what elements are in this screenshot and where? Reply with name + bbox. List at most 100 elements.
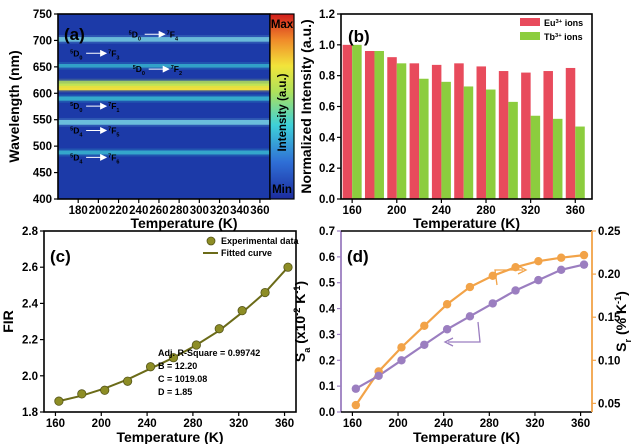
x-tick-label: 200 xyxy=(89,205,108,217)
x-tick-label: 200 xyxy=(92,418,111,430)
transition-label-end-part: 3 xyxy=(116,55,119,61)
sa-point xyxy=(511,286,520,295)
legend-label-tb: Tb3+ ions xyxy=(544,32,583,42)
fit-stat: B = 12.20 xyxy=(158,361,197,371)
sr-line xyxy=(354,254,585,406)
panel-c: 1.8 2.0 2.2 2.4 2.6 2.8 160 200 240 280 320 360 Temp… xyxy=(0,226,300,444)
legend-label-eu-part: ions xyxy=(562,18,583,28)
y-axis-label: Wavelength (nm) xyxy=(6,50,22,162)
transition-label-end-part: F xyxy=(111,48,116,58)
emission-band xyxy=(58,150,270,155)
y-tick-label: 2.0 xyxy=(22,371,38,383)
sa-indicator-arrow xyxy=(448,321,481,343)
panel-label: (c) xyxy=(50,247,71,266)
bar-tb xyxy=(486,89,496,199)
emission-band-glow xyxy=(58,94,270,103)
x-tick-label: 360 xyxy=(566,205,585,217)
transition-label-start-part: D xyxy=(132,29,138,39)
panel-label: (b) xyxy=(348,27,370,46)
transition-label-start-part: 5 xyxy=(70,49,73,55)
sa-point xyxy=(374,371,383,380)
x-tick-label: 220 xyxy=(109,205,128,217)
y-tick-label: 400 xyxy=(33,194,52,206)
y-tick-label: 0.2 xyxy=(319,163,335,175)
data-point xyxy=(214,324,224,334)
data-point xyxy=(168,353,179,363)
panel-a: 5D07F45D07F35D07F25D07F15D47F55D47F64004… xyxy=(6,9,295,231)
sr-point xyxy=(579,250,589,260)
transition-label-start: 5D4 xyxy=(70,152,83,165)
left-axis-label-part: -1 xyxy=(292,286,302,294)
emission-band-glow xyxy=(58,117,270,127)
emission-band xyxy=(58,83,270,91)
data-point xyxy=(54,396,64,406)
right-axis-label-part: -1 xyxy=(613,296,623,304)
right-axis-label-part: r xyxy=(623,338,633,342)
bar-tb xyxy=(396,63,407,200)
colorbar xyxy=(270,14,294,199)
sr-point xyxy=(397,343,406,352)
y-tick-label: 2.8 xyxy=(22,226,39,238)
legend-label-eu: Eu3+ ions xyxy=(544,18,583,28)
right-tick-label: 0.15 xyxy=(598,312,621,324)
legend-label-tb-part: ions xyxy=(562,32,583,42)
colorbar-max-label: Max xyxy=(271,19,294,31)
emission-band-glow xyxy=(58,62,270,70)
colorbar-frame xyxy=(269,13,295,200)
y-tick-label: 1.8 xyxy=(22,407,39,419)
left-axis-label: Sa (x10-2 K-1) xyxy=(292,281,312,362)
legend-label-fitted: Fitted curve xyxy=(221,248,272,258)
sr-indicator-arrowhead xyxy=(517,265,528,275)
transition-label-end-part: 7 xyxy=(108,102,111,108)
data-point xyxy=(283,262,293,272)
transition-label-start: 5D0 xyxy=(70,101,82,114)
y-tick-label: 2.4 xyxy=(22,298,39,310)
x-tick-label: 280 xyxy=(170,205,189,217)
panel-label: (a) xyxy=(64,25,85,44)
transition-label-start-part: 5 xyxy=(133,65,136,71)
bar-eu xyxy=(342,44,353,200)
left-axis-label-part: K xyxy=(292,294,308,308)
colorbar-title: Intensity (a.u.) xyxy=(277,73,289,151)
bar-tb xyxy=(530,115,541,199)
y-tick-label: 0.8 xyxy=(319,71,336,83)
transition-label-end-part: 7 xyxy=(167,30,170,36)
x-axis-label: Temperature (K) xyxy=(413,215,520,231)
bar-eu xyxy=(498,71,509,199)
y-tick-label: 500 xyxy=(33,141,52,153)
bar-eu xyxy=(431,64,442,199)
transition-label-end-part: 7 xyxy=(171,65,174,71)
y-tick-label: 2.2 xyxy=(22,335,38,347)
data-point xyxy=(237,306,247,316)
sr-point xyxy=(442,300,452,309)
bar-eu xyxy=(521,72,531,199)
sa-indicator-arrowhead xyxy=(443,337,454,347)
x-tick-label: 240 xyxy=(129,205,148,217)
y-tick-label: 600 xyxy=(33,88,52,100)
x-tick-label: 320 xyxy=(229,418,248,430)
x-tick-label: 280 xyxy=(183,418,202,430)
left-axis-label-part: -2 xyxy=(292,308,302,316)
right-axis-label: Sr (% K-1) xyxy=(613,291,633,352)
right-tick-label: 0.10 xyxy=(598,355,620,367)
bar-eu xyxy=(543,71,553,199)
y-tick-label: 550 xyxy=(33,115,52,127)
transition-label-end: 7F2 xyxy=(171,64,182,77)
transition-label-start: 5D0 xyxy=(133,64,145,77)
emission-band-glow xyxy=(58,78,270,88)
bar-eu xyxy=(364,51,375,199)
sa-point xyxy=(420,340,429,349)
right-tick-label: 0.20 xyxy=(598,269,620,281)
left-tick-label: 0.0 xyxy=(319,407,335,419)
sa-point xyxy=(442,325,452,334)
transition-label-end-part: 1 xyxy=(116,108,119,114)
bar-eu xyxy=(565,67,576,199)
transition-label-end-part: 7 xyxy=(108,153,111,159)
x-tick-label: 280 xyxy=(480,418,499,430)
left-tick-label: 0.2 xyxy=(319,355,335,367)
y-tick-label: 0.0 xyxy=(319,194,335,206)
data-point xyxy=(77,389,87,399)
legend-label-tb-part: 3+ xyxy=(555,33,562,39)
transition-label-end-part: 5 xyxy=(116,132,119,138)
x-tick-label: 160 xyxy=(343,205,362,217)
